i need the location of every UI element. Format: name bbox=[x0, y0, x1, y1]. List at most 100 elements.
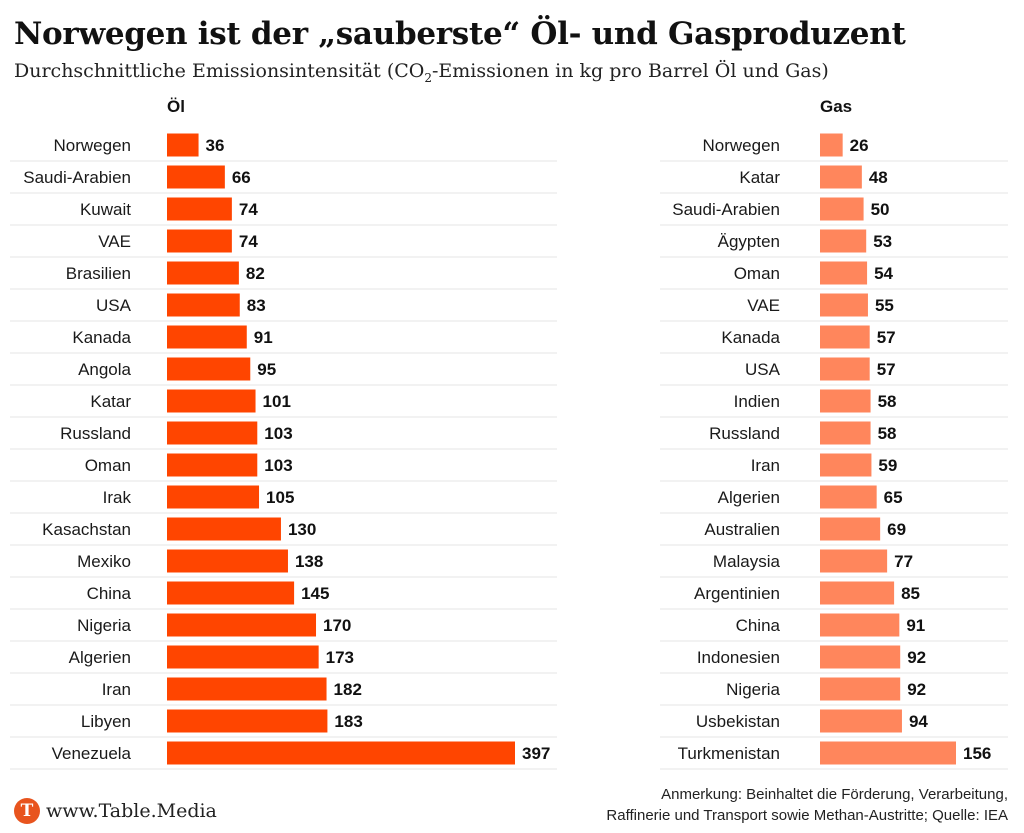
gas-value-label: 48 bbox=[869, 168, 888, 187]
gas-category-label: Ägypten bbox=[718, 232, 780, 251]
gas-value-label: 85 bbox=[901, 584, 920, 603]
gas-bar bbox=[820, 197, 864, 221]
oil-bar bbox=[167, 453, 258, 477]
gas-category-label: Australien bbox=[704, 520, 780, 539]
gas-category-label: Indonesien bbox=[697, 648, 780, 667]
oil-bar bbox=[167, 133, 199, 157]
gas-bar bbox=[820, 389, 871, 413]
gas-value-label: 26 bbox=[850, 136, 869, 155]
oil-value-label: 82 bbox=[246, 264, 265, 283]
oil-value-label: 83 bbox=[247, 296, 266, 315]
oil-bar bbox=[167, 517, 281, 541]
oil-bar bbox=[167, 197, 232, 221]
oil-value-label: 170 bbox=[323, 616, 351, 635]
oil-bar bbox=[167, 549, 288, 573]
gas-value-label: 69 bbox=[887, 520, 906, 539]
gas-value-label: 65 bbox=[884, 488, 903, 507]
gas-bar bbox=[820, 645, 901, 669]
gas-value-label: 58 bbox=[878, 424, 897, 443]
gas-category-label: Nigeria bbox=[726, 680, 780, 699]
table-media-logo: T www.Table.Media bbox=[14, 798, 217, 824]
oil-category-label: Kuwait bbox=[80, 200, 131, 219]
oil-category-label: Oman bbox=[85, 456, 131, 475]
oil-category-label: Saudi-Arabien bbox=[23, 168, 131, 187]
oil-panel-heading: Öl bbox=[167, 97, 185, 116]
oil-category-label: Algerien bbox=[69, 648, 131, 667]
gas-category-label: Norwegen bbox=[703, 136, 781, 155]
gas-category-label: Katar bbox=[739, 168, 780, 187]
oil-category-label: Libyen bbox=[81, 712, 131, 731]
gas-value-label: 59 bbox=[878, 456, 897, 475]
oil-value-label: 138 bbox=[295, 552, 323, 571]
gas-value-label: 55 bbox=[875, 296, 894, 315]
gas-value-label: 58 bbox=[878, 392, 897, 411]
oil-value-label: 105 bbox=[266, 488, 294, 507]
oil-category-label: Nigeria bbox=[77, 616, 131, 635]
oil-bar bbox=[167, 357, 251, 381]
oil-bar bbox=[167, 325, 247, 349]
oil-category-label: Brasilien bbox=[66, 264, 131, 283]
gas-value-label: 92 bbox=[907, 680, 926, 699]
source-note-line-2: Raffinerie und Transport sowie Methan-Au… bbox=[606, 807, 1008, 824]
oil-value-label: 91 bbox=[254, 328, 273, 347]
oil-value-label: 130 bbox=[288, 520, 316, 539]
source-note: Anmerkung: Beinhaltet die Förderung, Ver… bbox=[606, 784, 1008, 826]
gas-bar bbox=[820, 133, 843, 157]
oil-category-label: Venezuela bbox=[52, 744, 132, 763]
gas-value-label: 94 bbox=[909, 712, 928, 731]
oil-bar bbox=[167, 645, 319, 669]
gas-category-label: Indien bbox=[734, 392, 780, 411]
oil-category-label: Russland bbox=[60, 424, 131, 443]
source-note-line-1: Anmerkung: Beinhaltet die Förderung, Ver… bbox=[661, 786, 1008, 803]
oil-category-label: VAE bbox=[98, 232, 131, 251]
gas-bar bbox=[820, 677, 901, 701]
oil-bar bbox=[167, 421, 258, 445]
oil-bar bbox=[167, 165, 225, 189]
oil-category-label: China bbox=[87, 584, 132, 603]
oil-value-label: 183 bbox=[334, 712, 362, 731]
gas-value-label: 92 bbox=[907, 648, 926, 667]
oil-bar bbox=[167, 485, 260, 509]
gas-value-label: 54 bbox=[874, 264, 893, 283]
oil-category-label: Kanada bbox=[72, 328, 131, 347]
gas-value-label: 91 bbox=[906, 616, 925, 635]
oil-value-label: 66 bbox=[232, 168, 251, 187]
oil-value-label: 74 bbox=[239, 200, 258, 219]
oil-value-label: 397 bbox=[522, 744, 550, 763]
oil-category-label: Irak bbox=[103, 488, 132, 507]
gas-category-label: Malaysia bbox=[713, 552, 781, 571]
gas-bar bbox=[820, 613, 900, 637]
oil-bar bbox=[167, 581, 295, 605]
gas-value-label: 57 bbox=[877, 328, 896, 347]
oil-bar bbox=[167, 261, 239, 285]
gas-bar bbox=[820, 261, 868, 285]
gas-category-label: China bbox=[736, 616, 781, 635]
gas-category-label: Kanada bbox=[721, 328, 780, 347]
gas-bar bbox=[820, 229, 867, 253]
gas-bar bbox=[820, 421, 871, 445]
gas-value-label: 53 bbox=[873, 232, 892, 251]
gas-value-label: 77 bbox=[894, 552, 913, 571]
gas-category-label: Argentinien bbox=[694, 584, 780, 603]
oil-category-label: Angola bbox=[78, 360, 131, 379]
gas-bar bbox=[820, 741, 956, 765]
oil-value-label: 74 bbox=[239, 232, 258, 251]
gas-category-label: Oman bbox=[734, 264, 780, 283]
gas-value-label: 57 bbox=[877, 360, 896, 379]
gas-bar bbox=[820, 453, 872, 477]
oil-value-label: 173 bbox=[326, 648, 354, 667]
oil-bar bbox=[167, 229, 232, 253]
oil-value-label: 95 bbox=[257, 360, 276, 379]
oil-bar bbox=[167, 709, 328, 733]
oil-category-label: Mexiko bbox=[77, 552, 131, 571]
oil-bar-chart: Norwegen 36 Saudi-Arabien 66 Kuwait 74 VAE 74 Br… bbox=[10, 133, 557, 770]
gas-category-label: Iran bbox=[751, 456, 780, 475]
oil-bar bbox=[167, 389, 256, 413]
chart-subtitle: Durchschnittliche Emissionsintensität (C… bbox=[14, 60, 829, 85]
gas-bar bbox=[820, 517, 881, 541]
oil-bar bbox=[167, 677, 327, 701]
oil-category-label: Iran bbox=[102, 680, 131, 699]
emission-bar-charts: Norwegen 36 Saudi-Arabien 66 Kuwait 74 VAE 74 Br… bbox=[10, 133, 1008, 770]
gas-category-label: Algerien bbox=[718, 488, 780, 507]
oil-value-label: 145 bbox=[301, 584, 329, 603]
